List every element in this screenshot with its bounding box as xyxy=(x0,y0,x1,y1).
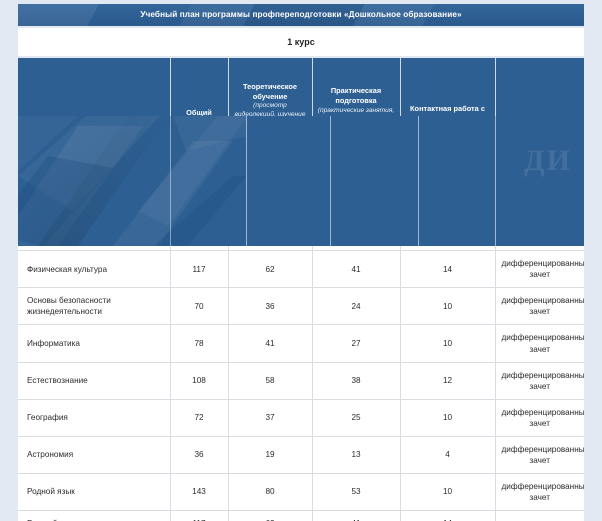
table-cell-theory: 61 xyxy=(228,188,313,226)
curriculum-table: Наименование дисциплины Общий объем, в а… xyxy=(18,58,584,521)
table-cell-total: 143 xyxy=(170,473,229,512)
table-cell-total: 117 xyxy=(170,250,229,289)
table-cell-contact: 20 xyxy=(400,224,496,252)
table-cell-practice: 53 xyxy=(312,473,401,512)
table-cell-theory: 36 xyxy=(228,287,313,326)
table-cell-theory: 80 xyxy=(228,473,313,512)
table-cell-theory: 62 xyxy=(228,510,313,521)
table-cell-total: 36 xyxy=(170,436,229,474)
table-cell-assessment: дифференцированный зачет xyxy=(495,362,584,400)
table-header-row: Наименование дисциплины Общий объем, в а… xyxy=(18,58,584,188)
table-cell-contact: 10 xyxy=(400,287,496,326)
column-header-contact-work: Контактная работа с преподавателями (веб… xyxy=(400,58,496,188)
table-cell-practice: 41 xyxy=(312,510,401,521)
curriculum-table-container: Наименование дисциплины Общий объем, в а… xyxy=(18,58,584,521)
table-cell-practice: 40 xyxy=(312,188,401,226)
table-cell-total: 70 xyxy=(170,287,229,326)
table-cell-contact: 10 xyxy=(400,324,496,363)
table-cell-assessment: дифференцированный зачет xyxy=(495,250,584,289)
table-cell-practice: 24 xyxy=(312,287,401,326)
table-row: Естествознание 108 58 38 12 дифференцированны… xyxy=(18,362,584,400)
table-cell-discipline: География xyxy=(18,399,171,437)
table-cell-discipline: Родной язык xyxy=(18,473,171,512)
table-cell-theory: 37 xyxy=(228,399,313,437)
table-cell-assessment: дифференцированный зачет xyxy=(495,473,584,512)
table-cell-assessment: дифференцированный зачет xyxy=(495,436,584,474)
table-cell-assessment: экзамен xyxy=(495,224,584,252)
course-label: 1 курс xyxy=(287,37,315,47)
table-cell-assessment: дифференцированный зачет xyxy=(495,399,584,437)
table-cell-practice: 25 xyxy=(312,399,401,437)
table-body: Иностранный язык 117 61 40 16 дифференцирован… xyxy=(18,188,584,521)
table-cell-theory: 41 xyxy=(228,324,313,363)
table-cell-practice: 54 xyxy=(312,224,401,252)
table-cell-theory: 82 xyxy=(228,224,313,252)
table-cell-practice: 38 xyxy=(312,362,401,400)
table-cell-total: 108 xyxy=(170,362,229,400)
table-cell-practice: 41 xyxy=(312,250,401,289)
table-cell-discipline: Математика xyxy=(18,224,171,252)
table-row: География 72 37 25 10 дифференцированный заче… xyxy=(18,399,584,437)
table-cell-total: 72 xyxy=(170,399,229,437)
table-cell-practice: 13 xyxy=(312,436,401,474)
table-row: Русский язык117624114экзамен xyxy=(18,510,584,521)
table-cell-contact: 14 xyxy=(400,250,496,289)
table-cell-assessment: дифференцированный зачет xyxy=(495,287,584,326)
column-header-practical-training: Практическая подготовка (практические за… xyxy=(312,58,401,188)
column-header-assessment-form: Форма аттестации xyxy=(495,58,584,188)
title-bar-texture xyxy=(18,4,584,26)
document-title-bar: Учебный план программы профпереподготовк… xyxy=(18,4,584,26)
table-cell-discipline: Естествознание xyxy=(18,362,171,400)
column-header-total-volume: Общий объем, в акад.час. xyxy=(170,58,229,188)
course-band: 1 курс xyxy=(18,28,584,56)
table-cell-total: 117 xyxy=(170,510,229,521)
table-cell-contact: 4 xyxy=(400,436,496,474)
column-header-discipline-name: Наименование дисциплины xyxy=(18,58,171,188)
table-row: Информатика 78 41 27 10 дифференцированный за… xyxy=(18,324,584,363)
table-cell-discipline: Физическая культура xyxy=(18,250,171,289)
table-row: Астрономия 36 19 13 4 дифференцированный заче… xyxy=(18,436,584,474)
table-row: Иностранный язык 117 61 40 16 дифференцирован… xyxy=(18,188,584,226)
table-cell-contact: 10 xyxy=(400,399,496,437)
table-cell-assessment: экзамен xyxy=(495,510,584,521)
table-cell-assessment: дифференцированный зачет xyxy=(495,188,584,226)
table-cell-contact: 14 xyxy=(400,510,496,521)
table-cell-discipline: Русский язык xyxy=(18,510,171,521)
table-cell-contact: 16 xyxy=(400,188,496,226)
table-row: Основы безопасности жизнедеятельности 70 3… xyxy=(18,287,584,326)
table-cell-theory: 62 xyxy=(228,250,313,289)
table-cell-discipline: Информатика xyxy=(18,324,171,363)
table-cell-contact: 10 xyxy=(400,473,496,512)
page-title: Учебный план программы профпереподготовк… xyxy=(140,10,462,19)
table-cell-practice: 27 xyxy=(312,324,401,363)
table-cell-total: 156 xyxy=(170,224,229,252)
table-cell-theory: 19 xyxy=(228,436,313,474)
column-header-theoretical-training: Теоретическое обучение (просмотр видеоле… xyxy=(228,58,313,188)
table-cell-discipline: Иностранный язык xyxy=(18,188,171,226)
table-row: Родной язык 143 80 53 10 дифференцированный з… xyxy=(18,473,584,512)
table-cell-theory: 58 xyxy=(228,362,313,400)
table-row: Математика 156 82 54 20 экзамен xyxy=(18,224,584,252)
table-row: Физическая культура 117 62 41 14 дифференциро… xyxy=(18,250,584,289)
table-cell-total: 117 xyxy=(170,188,229,226)
table-cell-total: 78 xyxy=(170,324,229,363)
table-header: Наименование дисциплины Общий объем, в а… xyxy=(18,58,584,188)
table-cell-discipline: Основы безопасности жизнедеятельности xyxy=(18,287,171,326)
table-cell-assessment: дифференцированный зачет xyxy=(495,324,584,363)
table-cell-discipline: Астрономия xyxy=(18,436,171,474)
table-cell-contact: 12 xyxy=(400,362,496,400)
